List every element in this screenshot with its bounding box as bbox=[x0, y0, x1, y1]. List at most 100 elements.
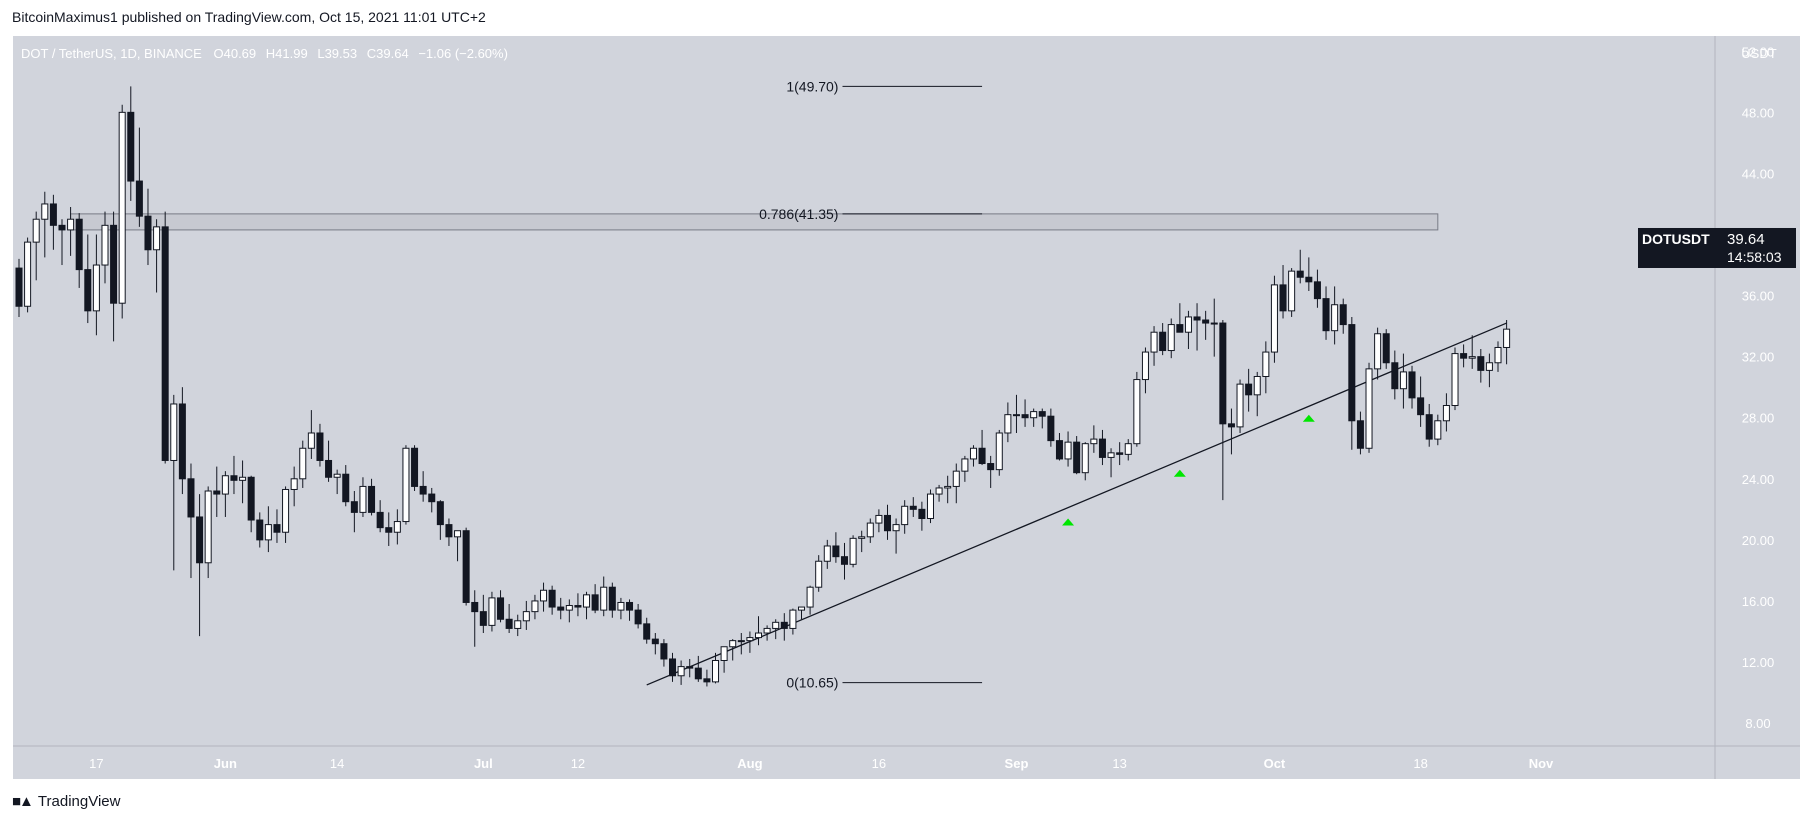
candle-body bbox=[1107, 452, 1115, 458]
y-tick-label: 24.00 bbox=[1742, 472, 1775, 487]
candle bbox=[643, 617, 651, 644]
candle bbox=[634, 604, 642, 629]
x-tick-label: 16 bbox=[872, 756, 886, 771]
candle bbox=[806, 585, 814, 615]
candle-body bbox=[703, 678, 711, 683]
plot-area[interactable] bbox=[13, 36, 1715, 746]
candle-body bbox=[49, 203, 57, 226]
candle bbox=[1399, 353, 1407, 409]
candle-body bbox=[1176, 324, 1184, 333]
candle bbox=[299, 440, 307, 488]
candle-body bbox=[1012, 414, 1020, 417]
y-tick-label: 48.00 bbox=[1742, 105, 1775, 120]
y-tick-label: 32.00 bbox=[1742, 350, 1775, 365]
candle bbox=[1468, 335, 1476, 369]
candle bbox=[161, 211, 169, 464]
low-label: L bbox=[317, 46, 324, 61]
candle-body bbox=[626, 601, 634, 611]
x-tick-label: Sep bbox=[1005, 756, 1029, 771]
time-axis[interactable] bbox=[13, 746, 1715, 779]
candle-body bbox=[436, 501, 444, 526]
candle bbox=[1210, 298, 1218, 357]
candle-body bbox=[273, 524, 281, 533]
candle bbox=[1442, 393, 1450, 432]
candle bbox=[1408, 365, 1416, 409]
candle-body bbox=[1460, 353, 1468, 359]
x-tick-label: Jun bbox=[214, 756, 237, 771]
candle-body bbox=[1339, 304, 1347, 326]
candle-body bbox=[290, 478, 298, 490]
candle-body bbox=[574, 605, 582, 608]
candle-body bbox=[264, 524, 272, 541]
candle-body bbox=[1331, 304, 1339, 332]
candle bbox=[1167, 318, 1175, 359]
candle-body bbox=[385, 527, 393, 533]
candle bbox=[608, 582, 616, 618]
candle-body bbox=[918, 508, 926, 519]
candle bbox=[574, 593, 582, 617]
candle bbox=[316, 423, 324, 467]
candle-body bbox=[987, 463, 995, 471]
candle-body bbox=[419, 485, 427, 495]
candle bbox=[239, 460, 247, 504]
candle-body bbox=[1133, 379, 1141, 445]
x-tick-label: 12 bbox=[571, 756, 585, 771]
candle-body bbox=[1141, 351, 1149, 381]
price-tag-symbol: DOTUSDT bbox=[1642, 231, 1710, 247]
candle bbox=[797, 606, 806, 620]
candle bbox=[669, 652, 677, 682]
candle-body bbox=[961, 458, 969, 472]
candle-body bbox=[144, 215, 152, 251]
candle bbox=[350, 491, 358, 533]
candle bbox=[385, 512, 393, 546]
candle-body bbox=[1503, 328, 1511, 348]
candle-body bbox=[746, 637, 754, 642]
candle bbox=[1339, 298, 1347, 334]
candle-body bbox=[729, 640, 737, 648]
candle-body bbox=[677, 666, 685, 677]
candle bbox=[1159, 323, 1167, 356]
candle bbox=[866, 518, 874, 543]
candle bbox=[918, 501, 926, 531]
candle bbox=[1305, 257, 1313, 291]
candle-body bbox=[307, 432, 315, 449]
candle-body bbox=[969, 447, 977, 460]
y-axis-ticks: 52.0048.0044.0040.0036.0032.0028.0024.00… bbox=[1742, 44, 1775, 731]
candle-body bbox=[161, 226, 169, 461]
close-value: 39.64 bbox=[376, 46, 409, 61]
candle bbox=[540, 582, 548, 612]
candle-body bbox=[815, 560, 823, 588]
candle bbox=[32, 211, 40, 281]
tradingview-logo[interactable]: ■▲ TradingView bbox=[12, 793, 120, 810]
candle bbox=[832, 532, 840, 563]
candle-body bbox=[522, 611, 530, 622]
candle-body bbox=[204, 490, 212, 564]
candle-body bbox=[1090, 438, 1098, 445]
candle-body bbox=[1073, 441, 1081, 474]
candle-body bbox=[763, 627, 771, 634]
change-value: −1.06 (−2.60%) bbox=[418, 46, 508, 61]
candle bbox=[1193, 303, 1201, 351]
candle bbox=[411, 445, 419, 492]
candle bbox=[703, 669, 711, 687]
candle-body bbox=[428, 493, 436, 503]
candle bbox=[1184, 310, 1192, 350]
candle bbox=[1288, 268, 1296, 317]
candle-body bbox=[926, 493, 934, 519]
candle bbox=[677, 660, 685, 685]
candle bbox=[1055, 432, 1063, 461]
candle-body bbox=[531, 600, 539, 613]
candle-body bbox=[772, 621, 780, 629]
price-axis[interactable] bbox=[1715, 36, 1800, 746]
candle-body bbox=[178, 403, 186, 480]
candle bbox=[1107, 448, 1115, 478]
candle-body bbox=[978, 447, 986, 465]
y-tick-label: 44.00 bbox=[1742, 166, 1775, 181]
candle-body bbox=[58, 224, 66, 231]
x-tick-label: Nov bbox=[1529, 756, 1554, 771]
candle-body bbox=[600, 586, 608, 611]
candle bbox=[772, 619, 780, 640]
candle bbox=[1331, 286, 1339, 345]
candle-body bbox=[660, 643, 668, 660]
